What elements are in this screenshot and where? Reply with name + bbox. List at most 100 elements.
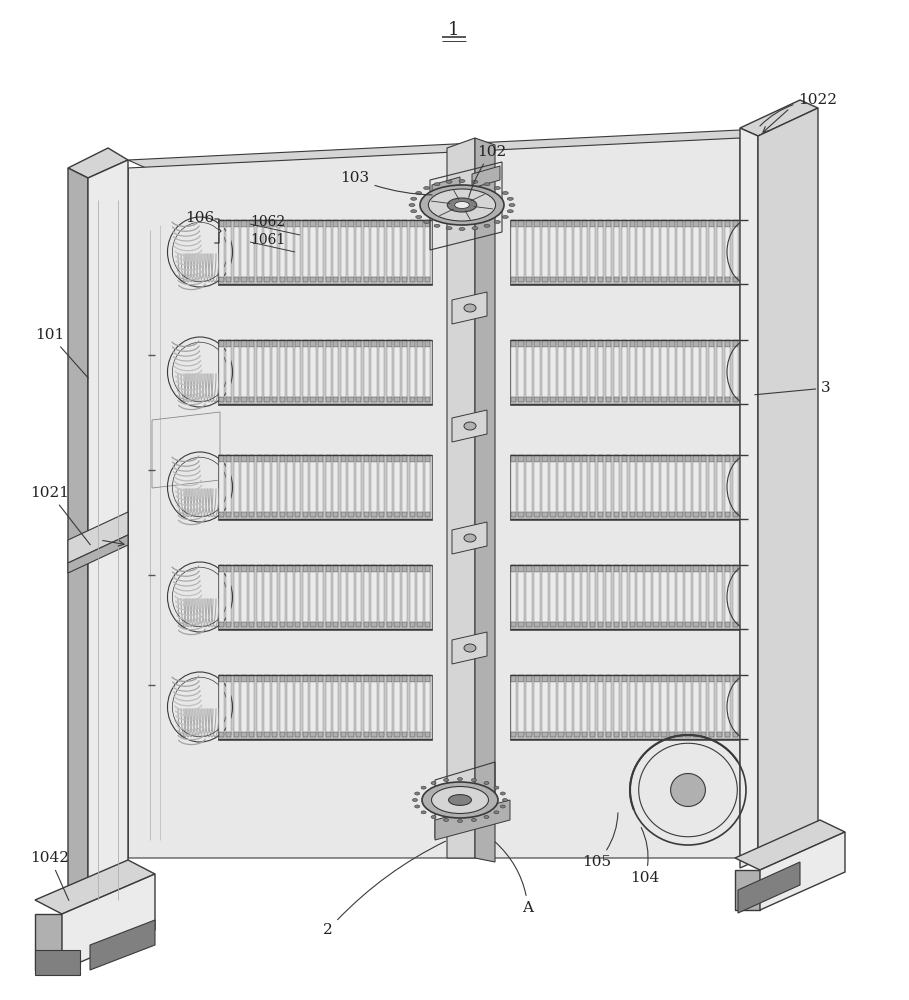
- Bar: [341, 565, 346, 572]
- Bar: [272, 572, 277, 625]
- Bar: [574, 572, 580, 625]
- Bar: [614, 682, 619, 735]
- Bar: [410, 347, 415, 400]
- Bar: [677, 455, 683, 462]
- Bar: [318, 340, 324, 347]
- Bar: [511, 277, 516, 282]
- Bar: [303, 340, 308, 347]
- Bar: [677, 347, 683, 400]
- Polygon shape: [735, 820, 845, 870]
- Bar: [701, 572, 706, 625]
- Bar: [574, 622, 580, 627]
- Bar: [605, 455, 611, 462]
- Ellipse shape: [415, 192, 422, 194]
- Bar: [630, 622, 635, 627]
- Bar: [582, 277, 587, 282]
- Bar: [590, 682, 595, 735]
- Bar: [709, 622, 714, 627]
- Bar: [386, 675, 392, 682]
- Bar: [333, 572, 338, 625]
- Bar: [733, 277, 738, 282]
- Bar: [574, 732, 580, 737]
- Bar: [256, 397, 262, 402]
- Bar: [341, 227, 346, 280]
- Text: 1062: 1062: [250, 215, 285, 229]
- Text: 102: 102: [469, 145, 506, 197]
- Ellipse shape: [472, 779, 476, 782]
- Bar: [287, 675, 293, 682]
- Bar: [511, 397, 516, 402]
- Bar: [226, 622, 232, 627]
- Ellipse shape: [472, 227, 478, 230]
- Bar: [341, 277, 346, 282]
- Bar: [622, 682, 627, 735]
- Bar: [272, 675, 277, 682]
- Bar: [622, 397, 627, 402]
- Bar: [550, 622, 555, 627]
- Bar: [242, 220, 246, 227]
- Bar: [379, 622, 385, 627]
- Bar: [249, 675, 255, 682]
- Bar: [372, 682, 376, 735]
- Bar: [717, 340, 723, 347]
- Bar: [256, 462, 262, 515]
- Bar: [395, 455, 400, 462]
- Bar: [566, 512, 572, 517]
- Bar: [356, 622, 362, 627]
- Polygon shape: [475, 138, 495, 862]
- Bar: [543, 277, 548, 282]
- Text: 103: 103: [341, 171, 432, 195]
- Bar: [654, 220, 659, 227]
- Bar: [410, 227, 415, 280]
- Bar: [685, 572, 691, 625]
- Bar: [669, 455, 674, 462]
- Bar: [630, 220, 635, 227]
- Bar: [356, 565, 362, 572]
- Bar: [256, 565, 262, 572]
- Bar: [630, 572, 635, 625]
- Bar: [402, 220, 407, 227]
- Ellipse shape: [472, 180, 478, 183]
- Ellipse shape: [447, 198, 476, 212]
- Bar: [348, 227, 354, 280]
- Bar: [310, 622, 315, 627]
- Bar: [614, 347, 619, 400]
- Bar: [733, 462, 738, 515]
- Bar: [379, 347, 385, 400]
- Bar: [372, 455, 376, 462]
- Bar: [511, 512, 516, 517]
- Polygon shape: [62, 874, 155, 970]
- Bar: [386, 565, 392, 572]
- Bar: [417, 227, 423, 280]
- Bar: [693, 462, 698, 515]
- Bar: [685, 340, 691, 347]
- Bar: [709, 397, 714, 402]
- Bar: [741, 220, 746, 227]
- Bar: [685, 512, 691, 517]
- Bar: [741, 512, 746, 517]
- Bar: [410, 220, 415, 227]
- Bar: [661, 682, 667, 735]
- Bar: [386, 572, 392, 625]
- Bar: [582, 675, 587, 682]
- Bar: [526, 455, 532, 462]
- Ellipse shape: [411, 197, 416, 200]
- Polygon shape: [128, 138, 740, 858]
- Bar: [402, 340, 407, 347]
- Bar: [310, 565, 315, 572]
- Bar: [724, 622, 730, 627]
- Bar: [598, 347, 604, 400]
- Bar: [310, 220, 315, 227]
- Bar: [280, 565, 285, 572]
- Bar: [558, 397, 564, 402]
- Bar: [630, 565, 635, 572]
- Bar: [709, 732, 714, 737]
- Bar: [733, 675, 738, 682]
- Bar: [249, 347, 255, 400]
- Bar: [701, 220, 706, 227]
- Bar: [693, 277, 698, 282]
- Bar: [310, 347, 315, 400]
- Bar: [550, 675, 555, 682]
- Bar: [558, 455, 564, 462]
- Ellipse shape: [421, 811, 426, 814]
